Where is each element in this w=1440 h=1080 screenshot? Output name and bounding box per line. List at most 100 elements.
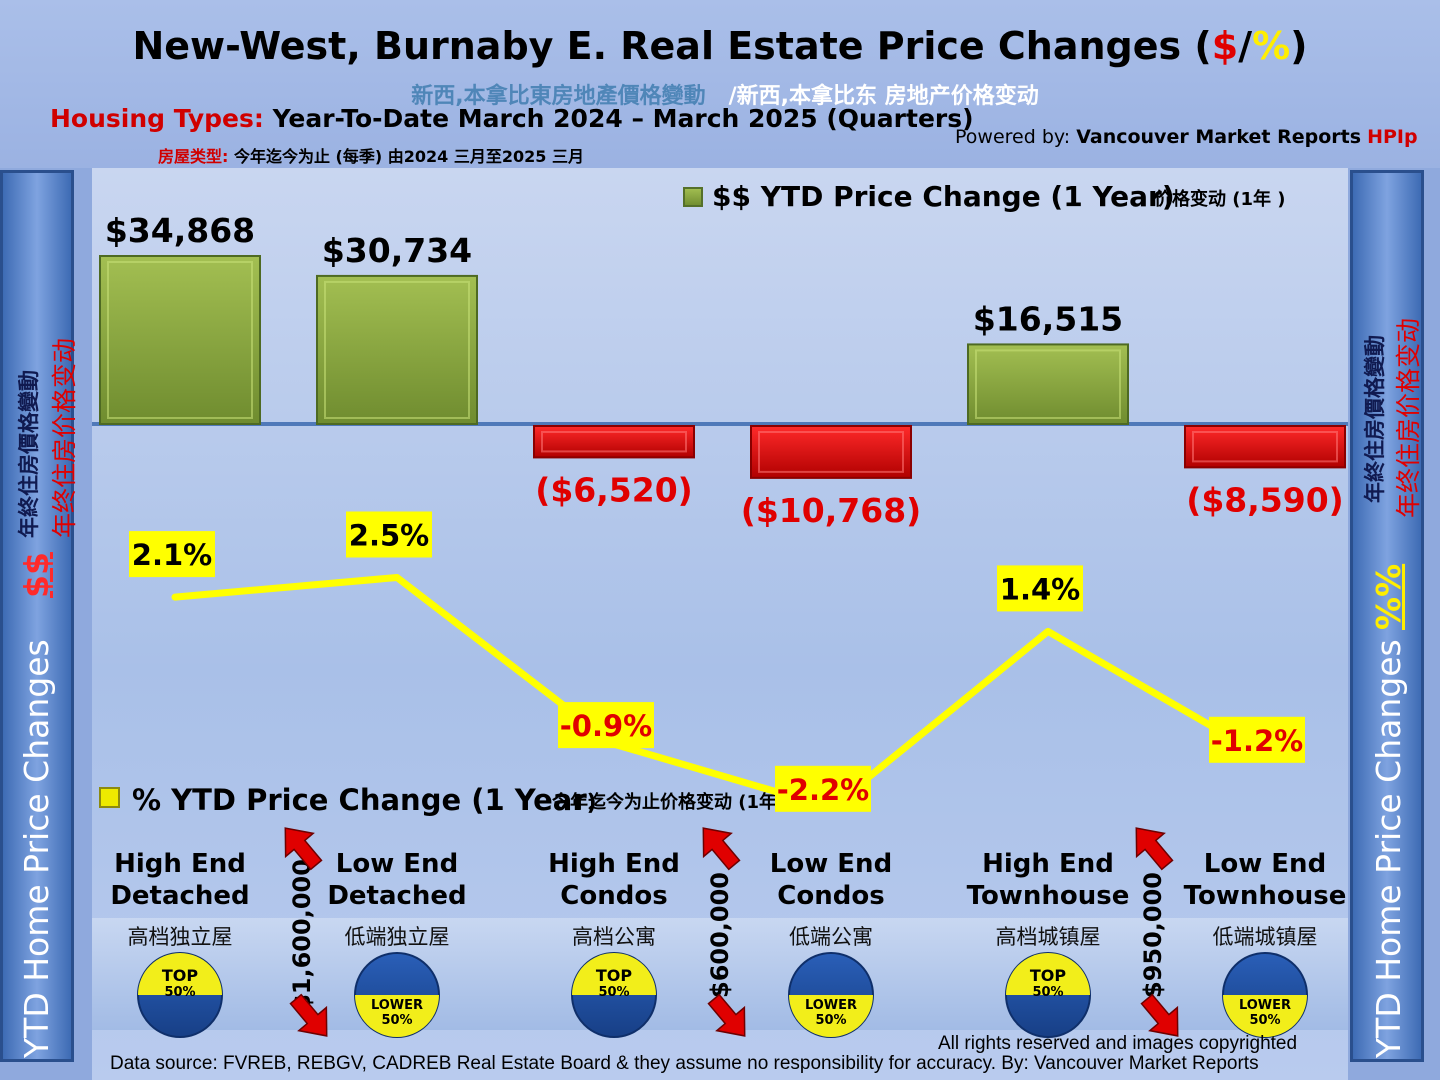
category-label-line1: High End bbox=[548, 849, 680, 879]
left-side-banner: YTD Home Price Changes $$ 年終住房價格變動 年终住房价… bbox=[0, 170, 79, 1062]
pct-label-text: 2.1% bbox=[132, 538, 212, 572]
pct-label-1: 2.1% bbox=[129, 531, 215, 578]
bar-rect bbox=[967, 343, 1129, 425]
header bbox=[0, 0, 1440, 168]
bar-rect bbox=[99, 255, 261, 425]
pct-label-2: 2.5% bbox=[346, 511, 432, 558]
bar-rect bbox=[750, 425, 912, 479]
category-label-line1: Low End bbox=[336, 849, 458, 879]
arrow-up-icon bbox=[702, 827, 741, 871]
pct-label-box bbox=[558, 702, 654, 749]
badge-fill bbox=[789, 995, 873, 1037]
legend-pct-swatch bbox=[99, 787, 120, 808]
category-label-cn: 高档城镇屋 bbox=[996, 925, 1101, 949]
bar-3: ($6,520) bbox=[533, 425, 695, 509]
legend-dollar-swatch bbox=[683, 187, 703, 207]
bar-value-label: ($8,590) bbox=[1186, 480, 1344, 519]
badge-text-bottom: 50% bbox=[1032, 985, 1063, 1000]
category-label-line2: Townhouse bbox=[967, 881, 1130, 911]
category-label-cn: 低端公寓 bbox=[789, 925, 873, 949]
arrow-down-icon bbox=[707, 993, 746, 1037]
category-label-line1: High End bbox=[114, 849, 246, 879]
pct-label-box bbox=[775, 765, 871, 812]
category-label-cn: 高档公寓 bbox=[572, 925, 656, 949]
bar-4: ($10,768) bbox=[741, 425, 921, 530]
bar-bevel bbox=[107, 261, 253, 419]
subtitle-cn: 新西,本拿比東房地產價格變動 /新西,本拿比东 房地产价格变动 bbox=[411, 84, 1039, 109]
pct-label-6: -1.2% bbox=[1209, 716, 1305, 763]
arrow-down-icon bbox=[1140, 993, 1179, 1037]
legend-dollar-label-cn: 价格变动 (1年 ) bbox=[1154, 188, 1286, 210]
badge-text-top: TOP bbox=[162, 966, 199, 985]
bar-bevel bbox=[1192, 431, 1338, 463]
arrow-down-shape bbox=[1140, 993, 1179, 1037]
arrow-up-icon bbox=[1135, 827, 1174, 871]
badge-text-top: LOWER bbox=[805, 998, 857, 1013]
category-label-line2: Townhouse bbox=[1184, 881, 1347, 911]
category-label-cn: 低端独立屋 bbox=[345, 925, 450, 949]
pct-series-line bbox=[171, 574, 1272, 812]
pct-label-text: -2.2% bbox=[777, 773, 869, 807]
price-divider-1: $1,600,000 bbox=[284, 827, 328, 1037]
legend-pct-label: % YTD Price Change (1 Year) bbox=[132, 783, 597, 817]
housing-types: Housing Types: Year-To-Date March 2024 –… bbox=[50, 104, 974, 133]
category-label-cn: 高档独立屋 bbox=[128, 925, 233, 949]
price-divider-label: $950,000 bbox=[1139, 872, 1167, 998]
category-label-line2: Detached bbox=[110, 881, 249, 911]
badge-text-top: LOWER bbox=[1239, 998, 1291, 1013]
badge-fill bbox=[1223, 995, 1307, 1037]
pct-label-text: 2.5% bbox=[349, 519, 429, 553]
bar-value-label: ($6,520) bbox=[535, 470, 693, 509]
arrow-down-shape bbox=[289, 993, 328, 1037]
badge-fill bbox=[1006, 953, 1090, 995]
data-source-note: Data source: FVREB, REBGV, CADREB Real E… bbox=[110, 1053, 1259, 1074]
badge-text-bottom: 50% bbox=[164, 985, 195, 1000]
pct-label-box bbox=[346, 511, 432, 558]
legend-pct-label-close: ) bbox=[587, 791, 597, 816]
price-divider-2: $600,000 bbox=[702, 827, 746, 1037]
bar-value-label: ($10,768) bbox=[741, 491, 921, 530]
badge-fill bbox=[355, 995, 439, 1037]
legend-dollar-label: $$ YTD Price Change (1 Year) bbox=[712, 180, 1175, 213]
category-label-line1: High End bbox=[982, 849, 1114, 879]
legend-pct-label-main: % YTD Price Change (1 Year bbox=[132, 783, 587, 817]
arrow-up-icon bbox=[284, 827, 323, 871]
badge-text-top: TOP bbox=[596, 966, 633, 985]
bar-5: $16,515 bbox=[967, 299, 1129, 425]
badge-text-bottom: 50% bbox=[598, 985, 629, 1000]
category-label-line1: Low End bbox=[1204, 849, 1326, 879]
badge-text-bottom: 50% bbox=[381, 1013, 412, 1028]
bar-value-label: $30,734 bbox=[322, 231, 472, 270]
bar-rect bbox=[533, 425, 695, 459]
pct-label-3: -0.9% bbox=[558, 702, 654, 749]
category-label-line2: Condos bbox=[560, 881, 667, 911]
housing-types-cn: 房屋类型: 今年迄今为止 (每季) 由2024 三月至2025 三月 bbox=[158, 147, 584, 166]
pct-label-text: 1.4% bbox=[1000, 572, 1080, 606]
copyright-note: All rights reserved and images copyright… bbox=[938, 1033, 1298, 1054]
arrow-down-shape bbox=[707, 993, 746, 1037]
badge-text-bottom: 50% bbox=[815, 1013, 846, 1028]
badge-text-bottom: 50% bbox=[1249, 1013, 1280, 1028]
price-divider-3: $950,000 bbox=[1135, 827, 1179, 1037]
pct-label-box bbox=[997, 565, 1083, 612]
category-label-line1: Low End bbox=[770, 849, 892, 879]
pct-label-5: 1.4% bbox=[997, 565, 1083, 612]
badge-fill bbox=[572, 953, 656, 995]
pct-label-4: -2.2% bbox=[775, 765, 871, 812]
page-title: New-West, Burnaby E. Real Estate Price C… bbox=[132, 24, 1308, 68]
bar-value-label: $34,868 bbox=[105, 211, 255, 250]
bar-2: $30,734 bbox=[316, 231, 478, 426]
price-divider-label: $1,600,000 bbox=[288, 859, 316, 1011]
